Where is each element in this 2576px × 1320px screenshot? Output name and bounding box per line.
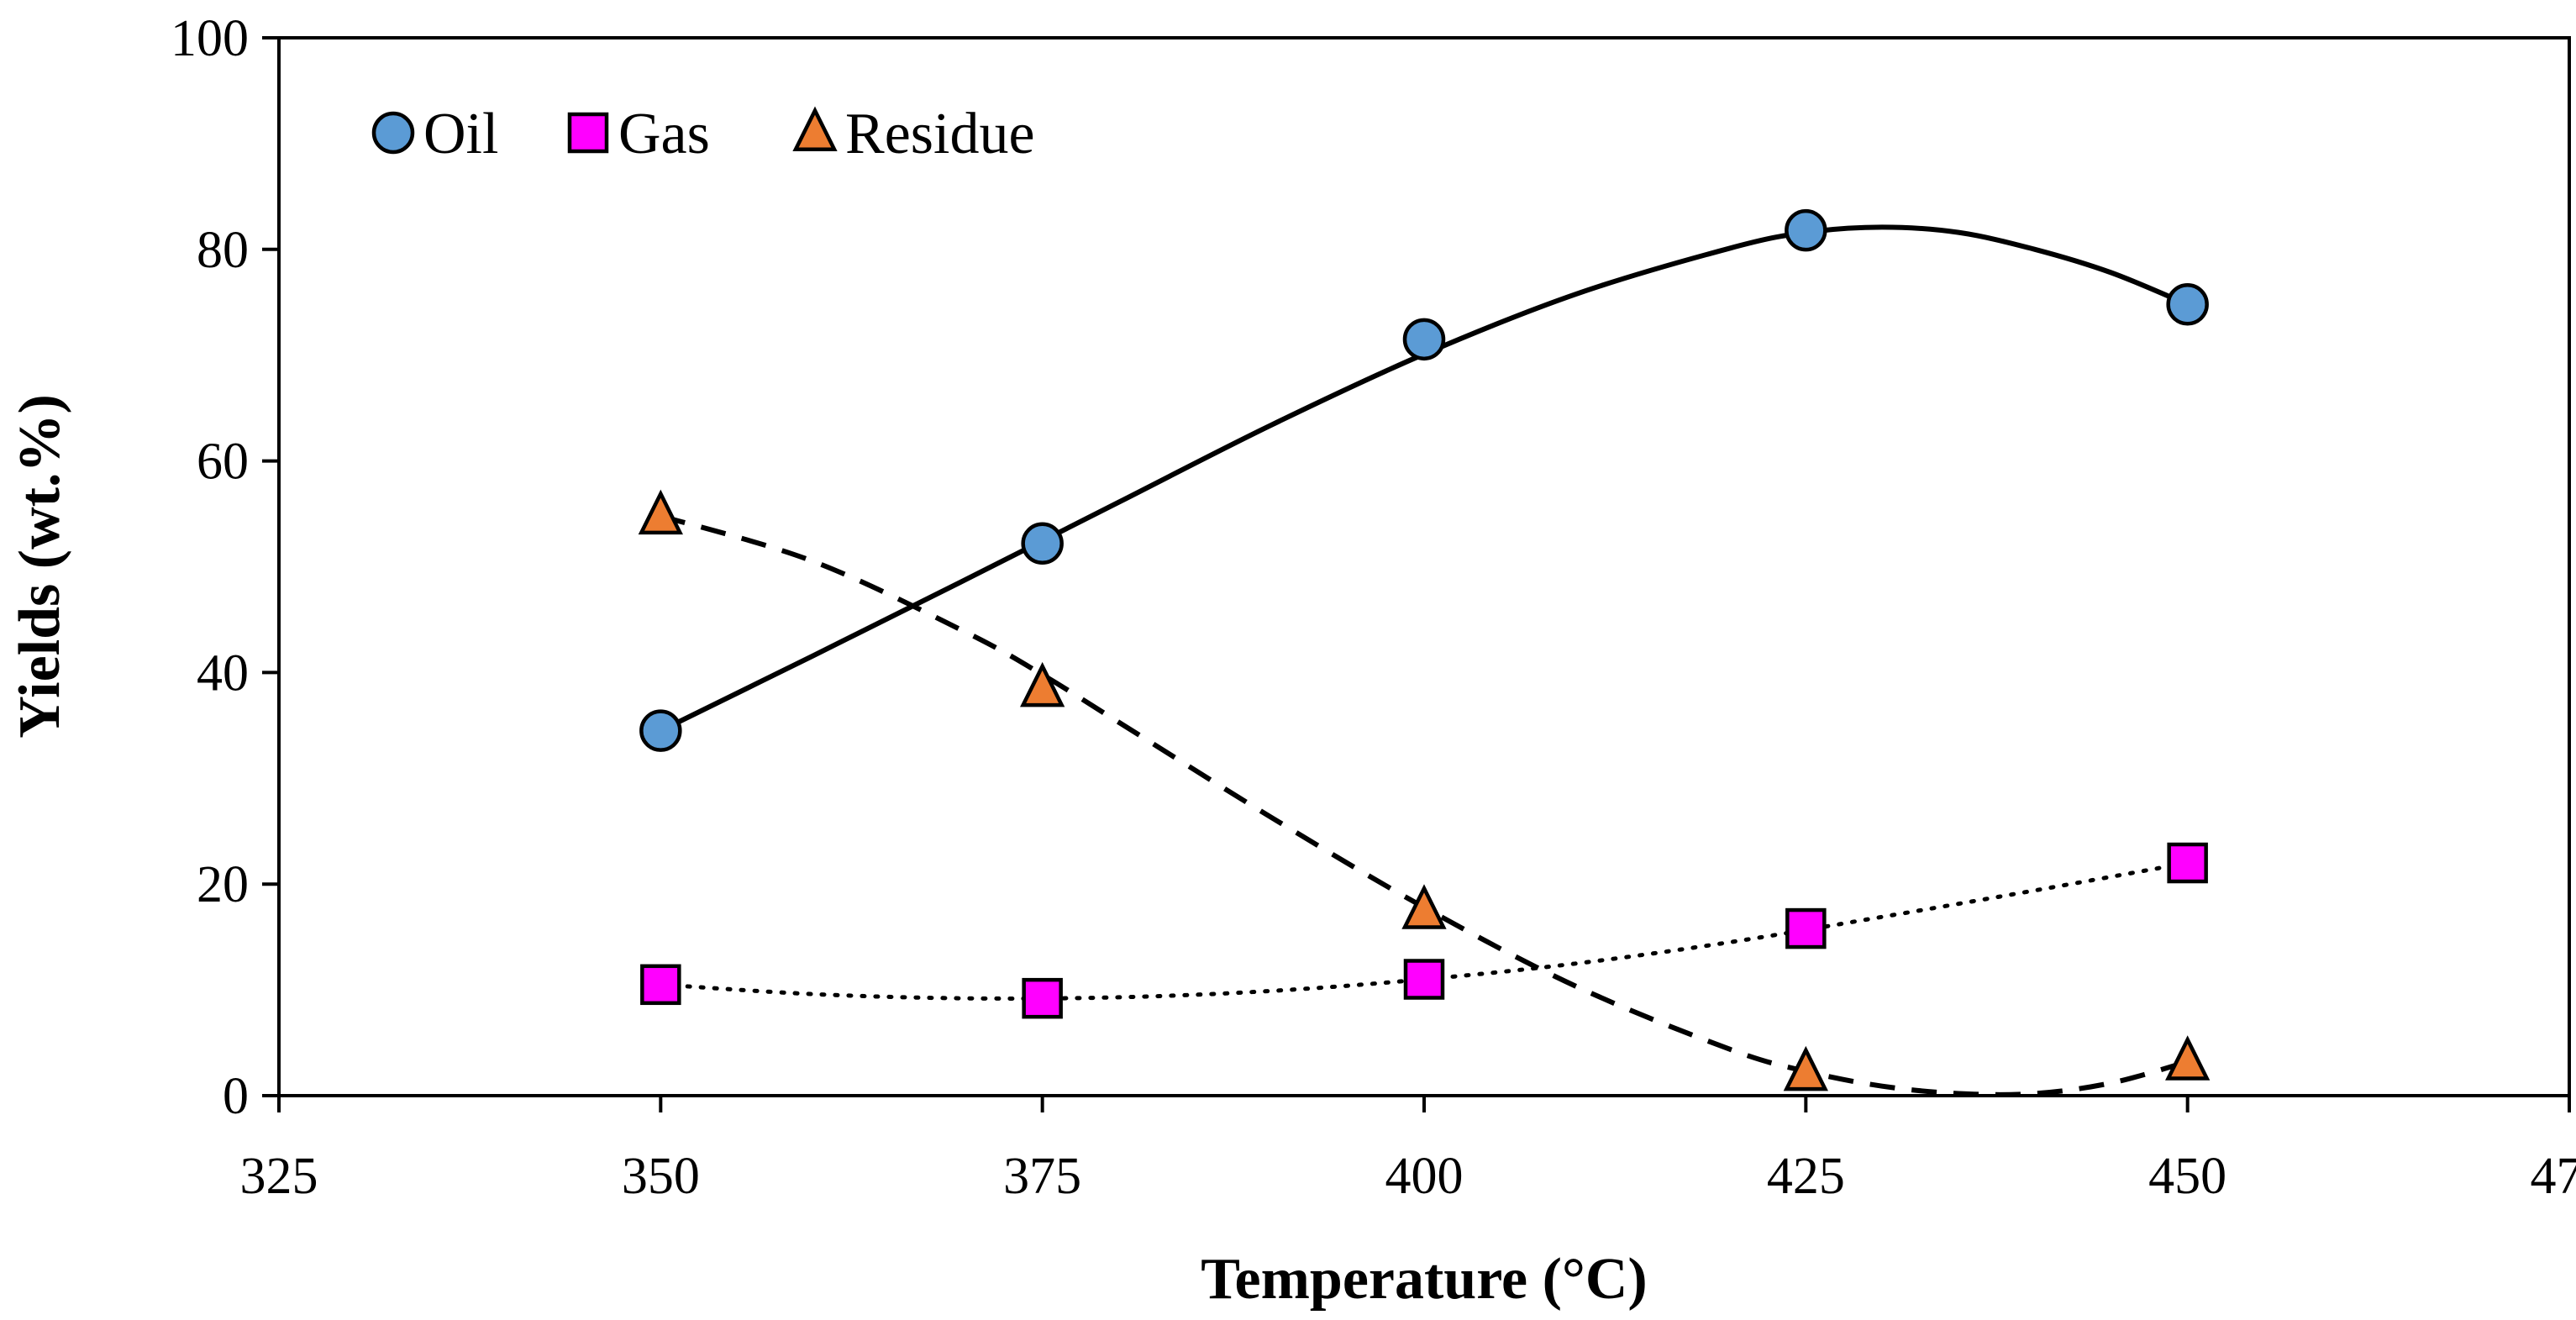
x-tick-label: 350 <box>622 1148 700 1205</box>
gas-legend-label: Gas <box>618 102 710 166</box>
residue-point <box>638 489 683 535</box>
gas-point <box>1403 959 1445 1000</box>
gas-legend-marker <box>567 112 609 154</box>
residue-point <box>1783 1045 1828 1091</box>
gas-point <box>1785 907 1827 949</box>
gas-point <box>2167 842 2208 884</box>
x-axis-title: Temperature (°C) <box>1201 1247 1648 1312</box>
residue-point <box>1020 661 1065 707</box>
residue-point <box>2165 1035 2211 1081</box>
x-axis-ticks: 325 350 375 400 425 450 475 <box>240 1096 2576 1205</box>
x-tick-label: 400 <box>1385 1148 1464 1205</box>
oil-point <box>2166 283 2209 326</box>
x-tick-label: 425 <box>1767 1148 1845 1205</box>
y-tick-label: 80 <box>197 222 249 279</box>
y-tick-label: 0 <box>223 1068 249 1125</box>
gas-point <box>1022 977 1063 1019</box>
oil-point <box>1402 318 1446 361</box>
x-tick-label: 450 <box>2148 1148 2226 1205</box>
oil-legend-label: Oil <box>423 102 498 166</box>
y-tick-label: 60 <box>197 434 249 491</box>
legend: Oil Gas Residue <box>371 102 1035 166</box>
oil-point <box>1785 208 1827 252</box>
plot-area <box>277 36 2571 1097</box>
y-axis-ticks: 0 20 40 60 80 100 <box>171 10 279 1125</box>
data-markers <box>638 208 2211 1091</box>
x-tick-label: 375 <box>1003 1148 1081 1205</box>
oil-point <box>1021 522 1064 565</box>
y-tick-label: 20 <box>197 856 249 913</box>
y-tick-label: 100 <box>171 10 249 67</box>
residue-legend-label: Residue <box>845 102 1035 166</box>
x-tick-label: 475 <box>2531 1148 2576 1205</box>
oil-trend-line <box>658 224 2190 734</box>
oil-point <box>639 709 682 752</box>
oil-legend-marker <box>371 111 415 155</box>
y-axis-title: Yields (wt.%) <box>8 394 72 739</box>
x-tick-label: 325 <box>240 1148 318 1205</box>
gas-point <box>640 964 681 1006</box>
residue-legend-marker <box>792 106 838 152</box>
y-tick-label: 40 <box>197 644 249 702</box>
residue-trend-line <box>660 513 2189 1097</box>
residue-point <box>1401 884 1447 929</box>
